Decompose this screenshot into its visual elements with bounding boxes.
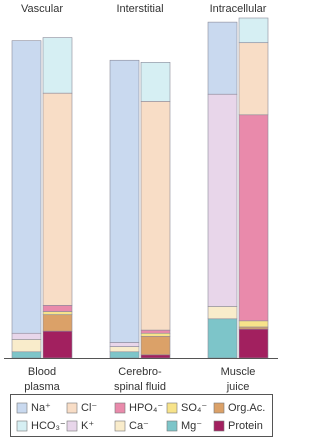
category-label: juice [226, 381, 250, 393]
legend-label: K⁺ [81, 420, 94, 432]
category-label: plasma [24, 381, 60, 393]
category-label: Muscle [221, 366, 256, 378]
legend-swatch [114, 420, 126, 432]
legend-swatch [66, 420, 78, 432]
group-title: Vascular [21, 3, 63, 15]
legend-swatch [166, 420, 178, 432]
segment [140, 336, 171, 356]
group-title: Interstitial [116, 3, 163, 15]
segment [11, 351, 42, 359]
segment [238, 320, 269, 328]
legend-label: HCO₃⁻ [31, 420, 66, 432]
segment [238, 17, 269, 44]
chart: Vascular Interstitial Intracellular Blood pl… [4, 3, 278, 437]
segment [140, 332, 171, 337]
category-label: spinal fluid [114, 381, 166, 393]
category-label: Blood [28, 366, 56, 378]
legend-swatch [114, 402, 126, 414]
segment [42, 314, 73, 332]
legend-swatch [213, 420, 225, 432]
legend-label: Protein [228, 420, 263, 432]
legend-label: HPO₄⁻ [129, 402, 163, 414]
segment [207, 306, 238, 320]
segment [42, 92, 73, 306]
segment [140, 101, 171, 331]
segment [42, 305, 73, 312]
segment [109, 351, 140, 359]
segment [140, 329, 171, 334]
segment [109, 346, 140, 353]
segment [109, 342, 140, 347]
legend-label: Ca⁻ [129, 420, 149, 432]
segment [11, 40, 42, 334]
segment [238, 328, 269, 359]
legend-label: Na⁺ [31, 402, 51, 414]
segment [238, 326, 269, 330]
segment [11, 332, 42, 340]
legend-box [10, 394, 273, 437]
legend-label: Cl⁻ [81, 402, 97, 414]
segment [42, 37, 73, 94]
segment [238, 114, 269, 322]
segment [140, 62, 171, 102]
segment [140, 354, 171, 359]
segment [42, 330, 73, 359]
legend-swatch [166, 402, 178, 414]
group-title: Intracellular [210, 3, 267, 15]
legend-swatch [16, 402, 28, 414]
segment [207, 318, 238, 359]
segment [238, 42, 269, 116]
legend-label: SO₄⁻ [181, 402, 207, 414]
legend-swatch [66, 402, 78, 414]
segment [207, 93, 238, 307]
legend-swatch [213, 402, 225, 414]
segment [207, 21, 238, 95]
legend-label: Mg⁻ [181, 420, 202, 432]
legend-label: Org.Ac. [228, 402, 265, 414]
category-label: Cerebro- [118, 366, 162, 378]
legend-swatch [16, 420, 28, 432]
segment [11, 339, 42, 353]
segment [42, 311, 73, 316]
segment [109, 59, 140, 343]
